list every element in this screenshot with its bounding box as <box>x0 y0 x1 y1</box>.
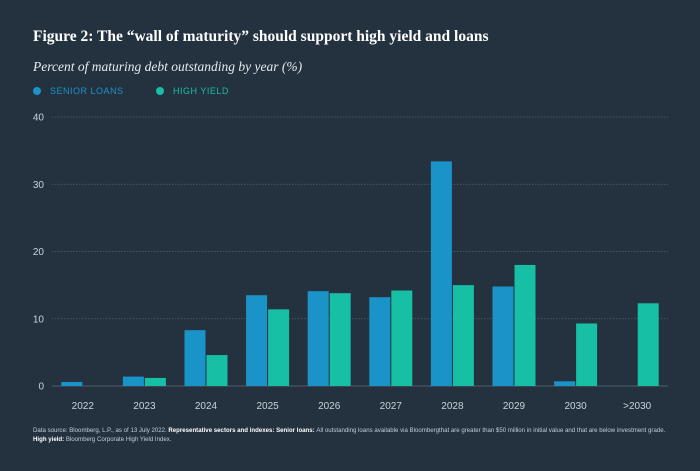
bar-senior-loans <box>430 161 452 386</box>
footnote: Data source: Bloomberg, L.P., as of 13 J… <box>33 427 673 444</box>
y-tick-label: 0 <box>38 382 44 393</box>
x-tick-label: >2030 <box>623 401 652 412</box>
high-yield-swatch <box>156 87 164 95</box>
bar-high-yield <box>391 290 413 386</box>
bar-senior-loans <box>122 376 144 386</box>
bar-senior-loans <box>184 330 206 386</box>
x-tick-label: 2024 <box>195 401 218 412</box>
x-tick-label: 2022 <box>72 401 95 412</box>
bar-senior-loans <box>307 291 329 386</box>
chart-subtitle: Percent of maturing debt outstanding by … <box>33 59 303 74</box>
footnote-part: High yield: <box>33 435 66 443</box>
x-tick-label: 2023 <box>133 401 156 412</box>
y-tick-label: 30 <box>33 180 45 191</box>
legend-label-senior-loans: SENIOR LOANS <box>50 86 124 96</box>
chart-title: Figure 2: The “wall of maturity” should … <box>33 28 489 45</box>
legend-item-high-yield: HIGH YIELD <box>156 84 229 98</box>
bar-senior-loans <box>246 295 268 386</box>
footnote-part: Data source: Bloomberg, L.P., as of 13 J… <box>33 427 169 434</box>
y-tick-label: 10 <box>33 314 45 325</box>
bar-high-yield <box>329 293 351 386</box>
legend-label-high-yield: HIGH YIELD <box>173 86 229 96</box>
bar-high-yield <box>268 309 290 386</box>
bar-high-yield <box>514 264 536 386</box>
bar-high-yield <box>452 285 474 386</box>
bar-senior-loans <box>61 381 83 386</box>
footnote-part: Bloomberg Corporate High Yield Index. <box>65 435 172 443</box>
y-tick-label: 40 <box>33 113 45 124</box>
x-tick-label: 2028 <box>441 401 464 412</box>
y-tick-label: 20 <box>33 247 45 258</box>
bar-high-yield <box>576 323 598 386</box>
x-tick-label: 2025 <box>256 401 279 412</box>
senior-loans-swatch <box>33 87 41 95</box>
bar-senior-loans <box>492 286 514 386</box>
x-tick-label: 2027 <box>380 401 403 412</box>
bar-high-yield <box>206 355 228 386</box>
footnote-part: Representative sectors and indexes: Seni… <box>168 427 317 434</box>
x-tick-label: 2029 <box>503 401 526 412</box>
x-tick-label: 2026 <box>318 401 341 412</box>
bar-senior-loans <box>554 381 576 386</box>
bar-high-yield <box>637 303 659 386</box>
bar-senior-loans <box>369 297 391 386</box>
footnote-part: All outstanding loans available via Bloo… <box>316 427 666 434</box>
bar-high-yield <box>144 377 166 386</box>
legend-item-senior-loans: SENIOR LOANS <box>33 84 124 98</box>
x-tick-label: 2030 <box>564 401 587 412</box>
